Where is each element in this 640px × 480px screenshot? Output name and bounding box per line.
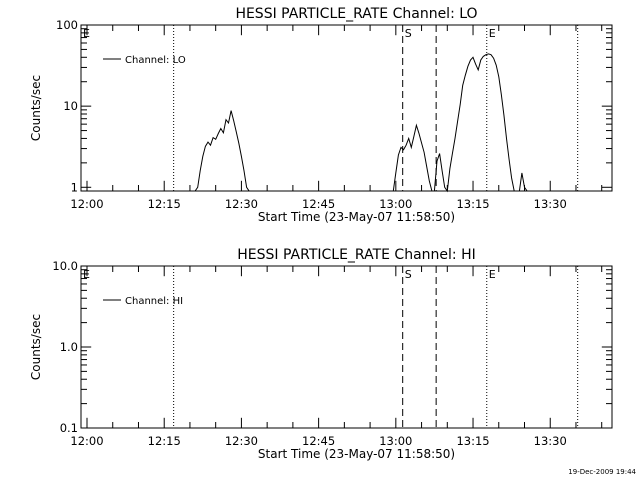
x-axis-label: Start Time (23-May-07 11:58:50) bbox=[258, 447, 455, 461]
x-tick-label: 13:15 bbox=[456, 434, 489, 448]
plot-frame bbox=[80, 24, 613, 192]
y-tick-label: 1.0 bbox=[60, 340, 78, 354]
chart-title: HESSI PARTICLE_RATE Channel: HI bbox=[237, 247, 475, 263]
marker-label: S bbox=[405, 27, 412, 40]
marker-label: E bbox=[83, 27, 90, 40]
y-tick-label: 100 bbox=[56, 18, 78, 32]
series-line bbox=[194, 53, 528, 193]
x-tick-label: 12:00 bbox=[70, 197, 103, 211]
x-tick-label: 13:00 bbox=[379, 197, 412, 211]
x-tick-label: 13:00 bbox=[379, 434, 412, 448]
x-tick-label: 12:45 bbox=[302, 197, 335, 211]
y-tick-label: 10 bbox=[63, 99, 78, 113]
chart-title: HESSI PARTICLE_RATE Channel: LO bbox=[235, 6, 477, 22]
x-axis-label: Start Time (23-May-07 11:58:50) bbox=[258, 210, 455, 224]
x-tick-label: 12:15 bbox=[148, 197, 181, 211]
marker-label: S bbox=[405, 268, 412, 281]
y-tick-label: 10.0 bbox=[52, 259, 78, 273]
x-tick-label: 12:45 bbox=[302, 434, 335, 448]
marker-label: E bbox=[489, 27, 496, 40]
y-axis-label: Counts/sec bbox=[29, 75, 43, 141]
x-tick-label: 12:30 bbox=[225, 434, 258, 448]
marker-label: E bbox=[83, 268, 90, 281]
x-tick-label: 13:30 bbox=[534, 197, 567, 211]
y-tick-label: 1 bbox=[71, 180, 78, 194]
x-tick-label: 13:30 bbox=[534, 434, 567, 448]
timestamp: 19-Dec-2009 19:44 bbox=[568, 468, 636, 476]
y-tick-label: 0.1 bbox=[60, 421, 78, 435]
x-tick-label: 12:15 bbox=[148, 434, 181, 448]
legend-label: Channel: LO bbox=[125, 55, 186, 66]
y-axis-label: Counts/sec bbox=[29, 314, 43, 380]
legend-label: Channel: HI bbox=[125, 296, 183, 307]
x-tick-label: 12:00 bbox=[70, 434, 103, 448]
x-tick-label: 13:15 bbox=[456, 197, 489, 211]
x-tick-label: 12:30 bbox=[225, 197, 258, 211]
marker-label: E bbox=[489, 268, 496, 281]
plot-frame bbox=[80, 265, 613, 429]
